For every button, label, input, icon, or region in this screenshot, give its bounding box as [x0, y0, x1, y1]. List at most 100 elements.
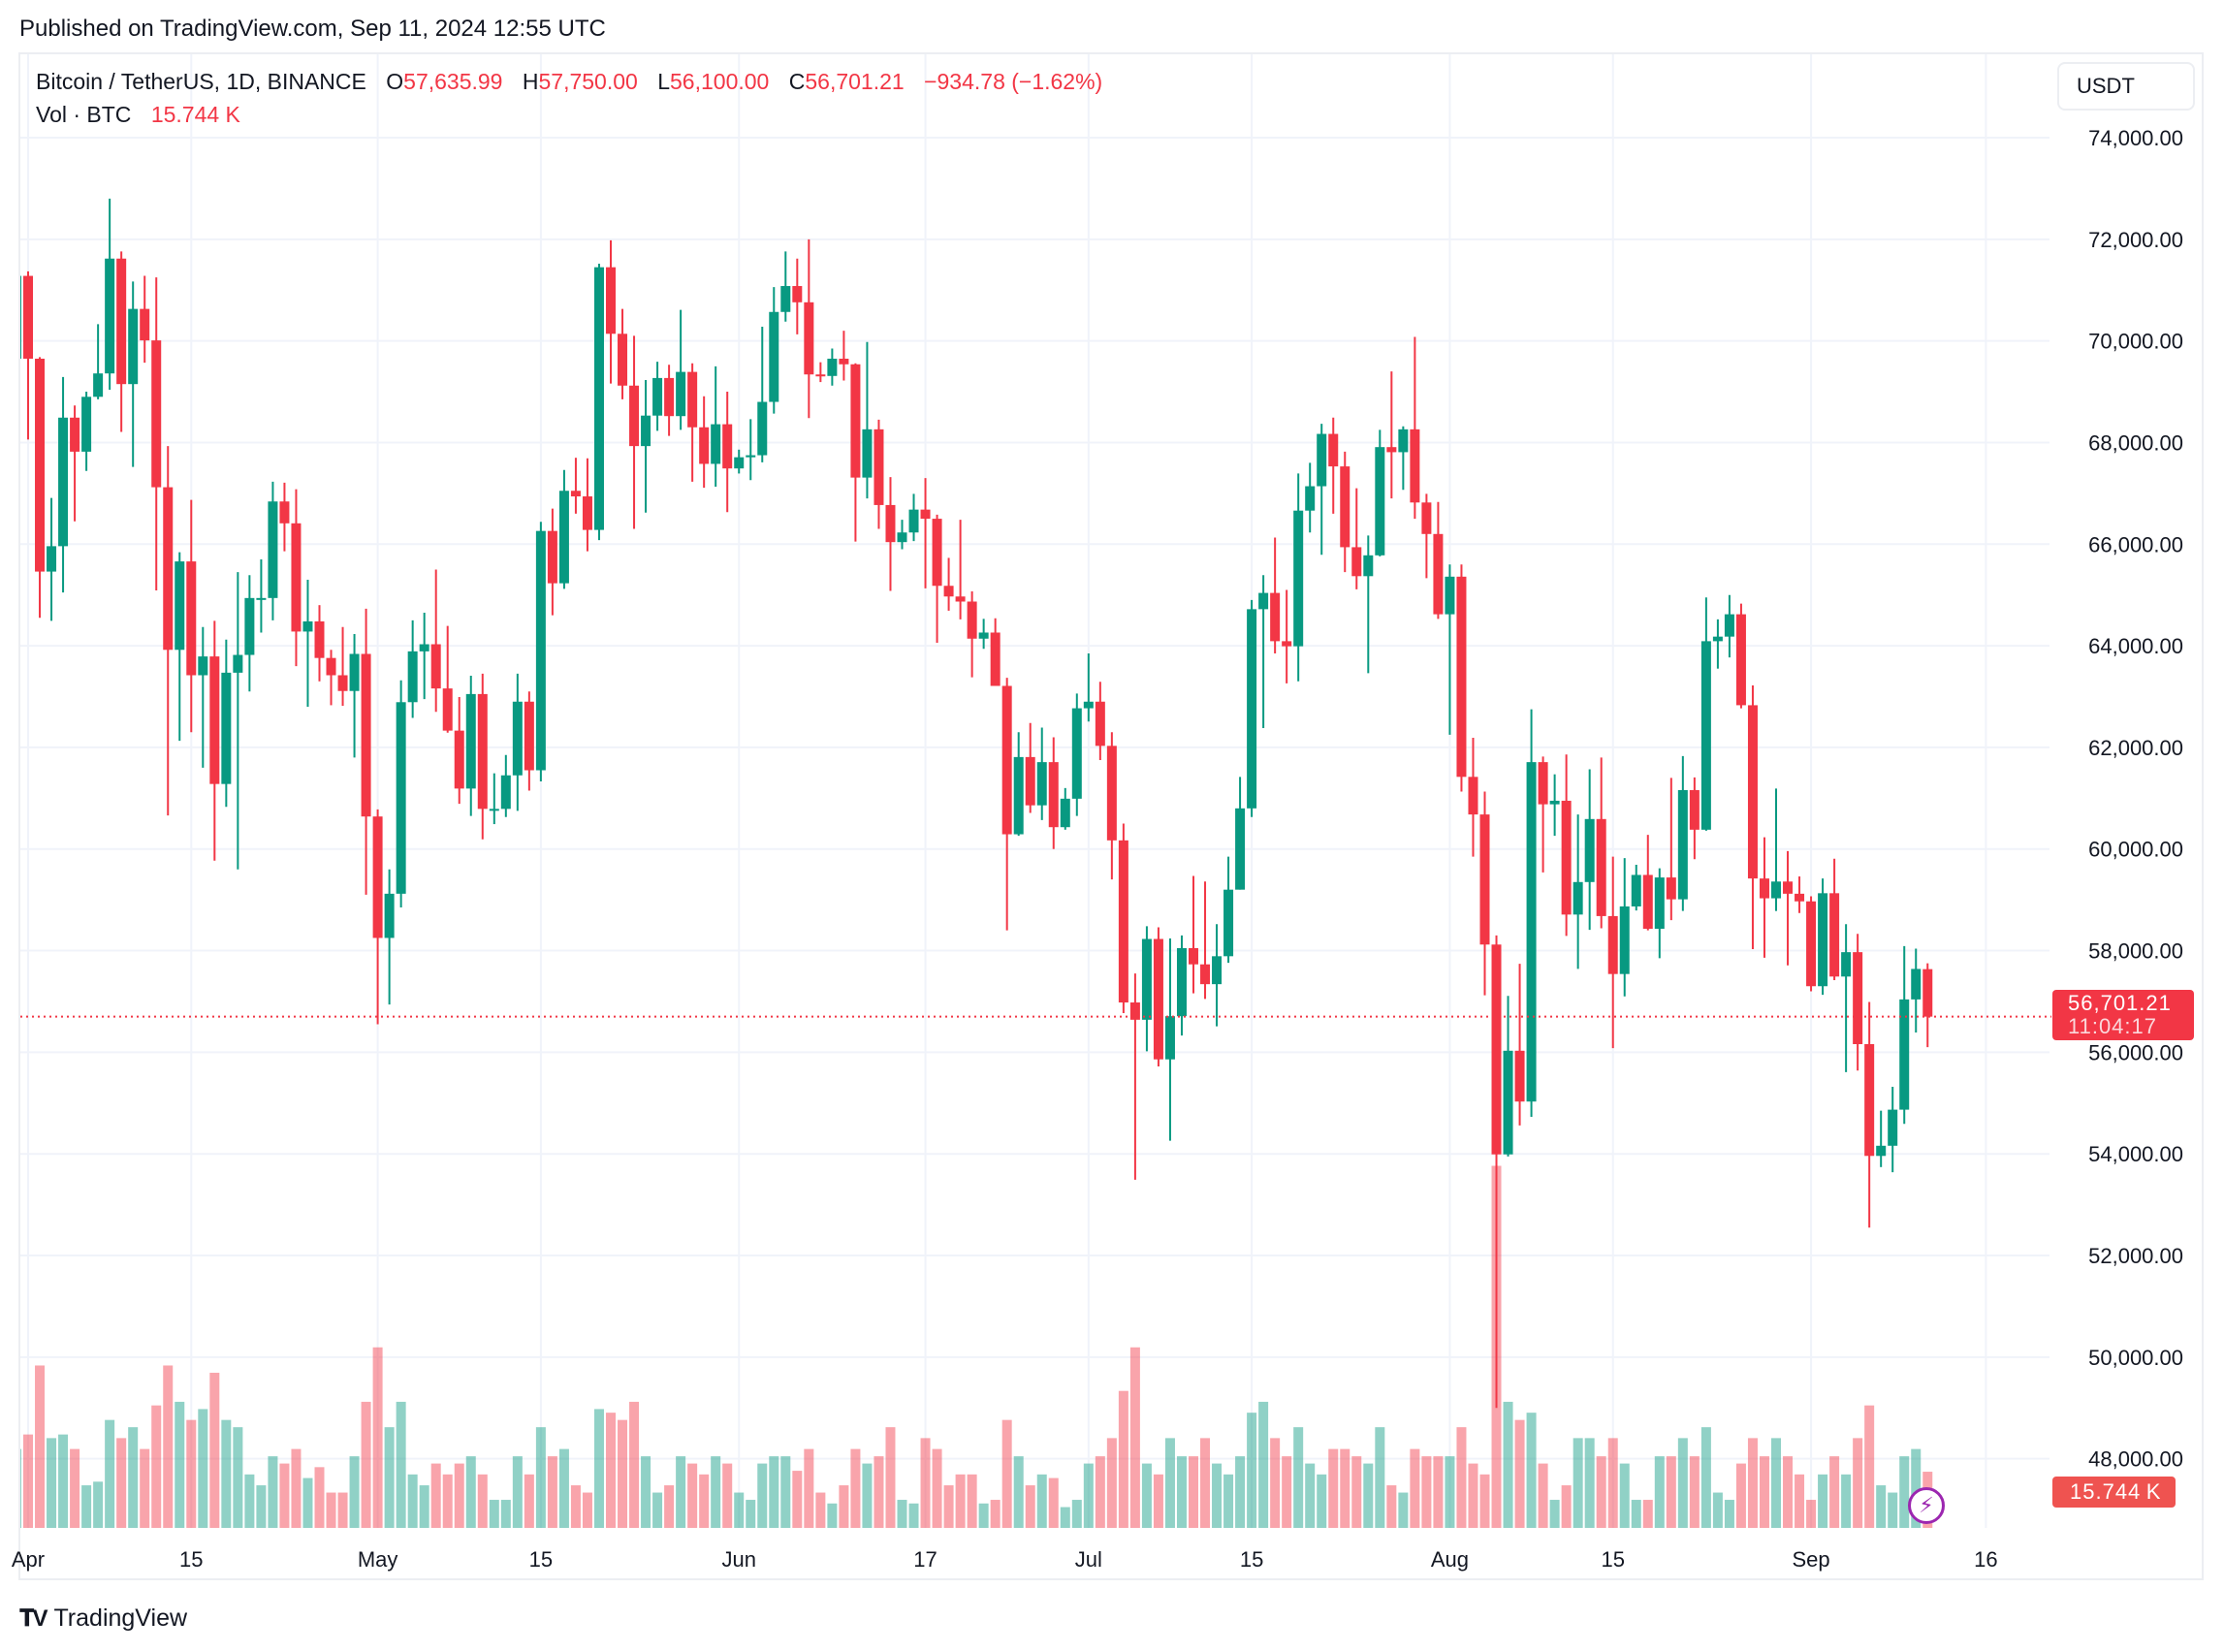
candle-body[interactable]	[116, 258, 127, 385]
candle-body[interactable]	[955, 596, 966, 602]
candle-body[interactable]	[1071, 708, 1082, 799]
candle-body[interactable]	[209, 656, 220, 784]
candle-body[interactable]	[105, 258, 115, 374]
candle-body[interactable]	[1317, 433, 1327, 487]
candle-body[interactable]	[58, 417, 69, 547]
volume-label[interactable]: Vol · BTC	[36, 102, 132, 127]
candle-body[interactable]	[804, 302, 814, 375]
candle-body[interactable]	[326, 657, 336, 676]
candle-body[interactable]	[990, 632, 1001, 686]
candle-body[interactable]	[1642, 874, 1653, 930]
candle-body[interactable]	[1468, 777, 1478, 815]
candle-body[interactable]	[93, 373, 104, 397]
candle-body[interactable]	[1922, 969, 1933, 1017]
candle-body[interactable]	[570, 491, 581, 497]
candle-body[interactable]	[1526, 762, 1537, 1102]
candle-body[interactable]	[1048, 762, 1059, 828]
candle-body[interactable]	[1036, 762, 1047, 806]
candle-body[interactable]	[1491, 944, 1502, 1155]
candle-body[interactable]	[221, 672, 232, 784]
candle-body[interactable]	[70, 417, 80, 452]
candle-body[interactable]	[1410, 429, 1420, 503]
candle-body[interactable]	[384, 893, 395, 938]
candle-body[interactable]	[943, 586, 954, 597]
candle-body[interactable]	[1911, 969, 1922, 1000]
candle-body[interactable]	[1129, 1002, 1140, 1020]
candle-body[interactable]	[175, 561, 185, 651]
candle-body[interactable]	[1095, 701, 1105, 747]
candle-body[interactable]	[1724, 614, 1734, 637]
candle-body[interactable]	[1247, 609, 1257, 809]
candle-body[interactable]	[827, 358, 838, 376]
candle-body[interactable]	[1270, 592, 1281, 642]
candle-body[interactable]	[1607, 915, 1618, 974]
candle-body[interactable]	[1876, 1145, 1887, 1157]
candle-body[interactable]	[1386, 447, 1397, 453]
candle-body[interactable]	[337, 675, 348, 691]
candle-body[interactable]	[897, 532, 907, 543]
candle-body[interactable]	[593, 267, 604, 530]
candle-body[interactable]	[419, 644, 429, 651]
candle-body[interactable]	[47, 546, 57, 572]
candle-body[interactable]	[1282, 641, 1292, 647]
candle-body[interactable]	[1456, 576, 1467, 778]
candle-body[interactable]	[815, 374, 826, 377]
candle-body[interactable]	[268, 501, 278, 598]
candle-body[interactable]	[1176, 947, 1187, 1017]
candle-body[interactable]	[780, 286, 791, 312]
tradingview-logo-icon[interactable]: 𝐓V	[19, 1604, 48, 1632]
candle-body[interactable]	[1118, 840, 1128, 1003]
candle-body[interactable]	[1200, 964, 1211, 985]
candle-body[interactable]	[314, 620, 325, 658]
candle-body[interactable]	[558, 491, 569, 584]
candle-body[interactable]	[279, 501, 290, 524]
candle-body[interactable]	[722, 424, 733, 469]
candle-body[interactable]	[1584, 818, 1595, 882]
candle-body[interactable]	[1759, 878, 1769, 899]
candle-body[interactable]	[1293, 510, 1304, 647]
candle-body[interactable]	[839, 358, 849, 365]
candle-body[interactable]	[396, 702, 406, 894]
candle-body[interactable]	[1398, 429, 1409, 453]
candle-body[interactable]	[582, 496, 592, 530]
candle-body[interactable]	[734, 457, 745, 469]
candle-body[interactable]	[862, 429, 873, 478]
candle-body[interactable]	[1561, 800, 1572, 915]
candle-body[interactable]	[1549, 800, 1560, 805]
candle-body[interactable]	[1375, 447, 1385, 556]
candle-body[interactable]	[140, 308, 150, 341]
candle-body[interactable]	[1235, 808, 1246, 890]
candle-body[interactable]	[1106, 746, 1117, 841]
candle-body[interactable]	[874, 429, 884, 505]
candle-body[interactable]	[1783, 881, 1794, 894]
candle-body[interactable]	[1735, 614, 1746, 706]
candle-body[interactable]	[1689, 789, 1700, 830]
candle-body[interactable]	[1164, 1016, 1175, 1060]
candle-body[interactable]	[664, 377, 675, 417]
candle-body[interactable]	[81, 397, 92, 452]
candle-body[interactable]	[641, 415, 651, 447]
candle-body[interactable]	[885, 504, 896, 543]
candle-body[interactable]	[1189, 947, 1198, 965]
candle-body[interactable]	[256, 597, 267, 600]
candle-body[interactable]	[1514, 1050, 1525, 1102]
candle-body[interactable]	[1806, 901, 1817, 987]
candle-body[interactable]	[978, 632, 989, 639]
candle-body[interactable]	[1223, 889, 1234, 957]
candle-body[interactable]	[920, 509, 931, 520]
candle-body[interactable]	[1363, 555, 1374, 577]
candle-body[interactable]	[524, 701, 534, 771]
candle-body[interactable]	[1899, 999, 1910, 1110]
candle-body[interactable]	[1433, 533, 1444, 615]
candle-body[interactable]	[1479, 814, 1490, 945]
symbol-name[interactable]: Bitcoin / TetherUS, 1D, BINANCE	[36, 69, 366, 94]
candle-body[interactable]	[1841, 952, 1852, 977]
candle-body[interactable]	[442, 688, 453, 731]
candle-body[interactable]	[547, 530, 557, 584]
candle-body[interactable]	[128, 308, 139, 385]
candle-body[interactable]	[1001, 685, 1012, 835]
candle-body[interactable]	[908, 509, 919, 533]
candle-body[interactable]	[349, 653, 360, 691]
candle-body[interactable]	[1503, 1050, 1513, 1155]
